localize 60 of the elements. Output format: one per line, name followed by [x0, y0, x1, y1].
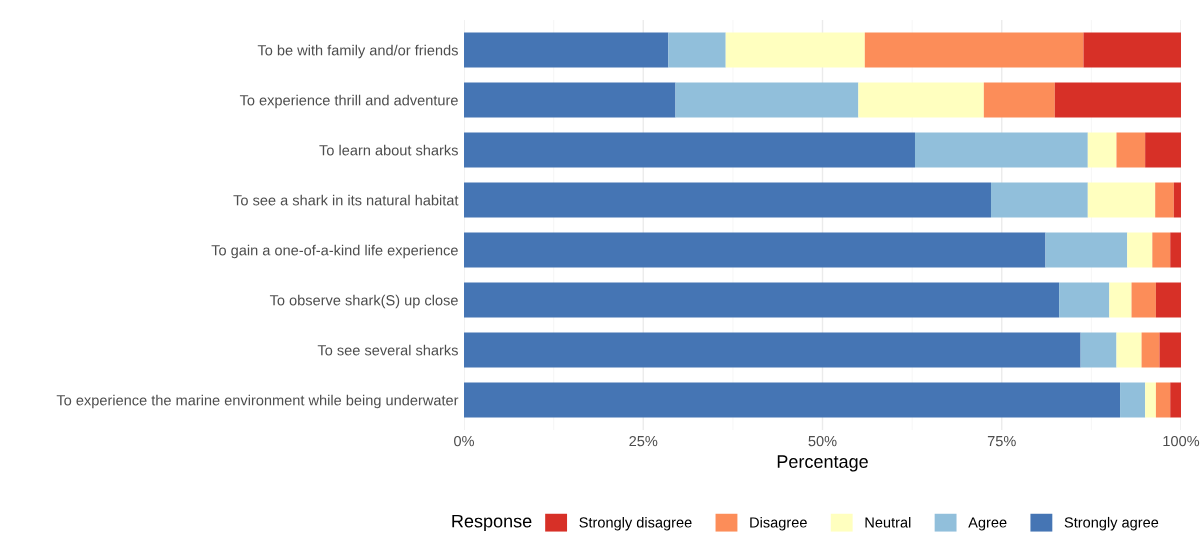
- y-tick-label: To see several sharks: [317, 344, 458, 356]
- x-tick-label: 100%: [1163, 435, 1200, 447]
- bar: [858, 82, 984, 118]
- y-tick-label: To experience the marine environment while being underwater: [56, 394, 459, 409]
- legend-label: Agree: [968, 517, 1007, 531]
- y-tick-label: To observe shark(S) up close: [269, 294, 458, 309]
- legend-label: Disagree: [750, 516, 807, 531]
- bar: [983, 82, 1055, 118]
- bar: [464, 32, 669, 68]
- bar: [1145, 132, 1181, 168]
- bar: [1145, 382, 1156, 418]
- y-tick-label: To gain a one-of-a-kind life experience: [211, 244, 458, 259]
- legend-label: Neutral: [865, 516, 911, 528]
- x-tick-label: 50%: [808, 435, 837, 447]
- bar: [1045, 232, 1128, 268]
- y-tick-label: To be with family and/or friends: [257, 44, 458, 59]
- x-tick-label: 25%: [629, 435, 658, 447]
- bar: [914, 132, 1088, 168]
- bar: [1155, 382, 1171, 418]
- bar: [1152, 232, 1171, 268]
- bar: [464, 182, 991, 218]
- legend-label: Strongly agree: [1064, 516, 1159, 531]
- bar: [464, 282, 1060, 318]
- bar: [864, 32, 1084, 68]
- bar: [1083, 32, 1181, 68]
- bar: [668, 32, 726, 68]
- x-axis-title: Percentage: [777, 455, 868, 472]
- x-tick-label: 0%: [454, 435, 475, 447]
- legend-label: Strongly disagree: [579, 516, 692, 531]
- y-tick-label: To see a shark in its natural habitat: [233, 194, 459, 206]
- bar: [464, 132, 915, 168]
- bar: [675, 82, 859, 118]
- bar: [1109, 282, 1132, 318]
- bar: [1173, 182, 1181, 218]
- legend-title: Response: [452, 514, 532, 532]
- bar: [1131, 282, 1156, 318]
- bar: [1087, 182, 1156, 218]
- bar: [464, 382, 1121, 418]
- bar: [464, 332, 1081, 368]
- bar: [1127, 232, 1153, 268]
- bar: [1116, 132, 1146, 168]
- bar: [1054, 82, 1181, 118]
- y-tick-label: To learn about sharks: [319, 144, 458, 156]
- bar: [1159, 332, 1181, 368]
- bar: [1120, 382, 1146, 418]
- bar: [990, 182, 1088, 218]
- x-tick-label: 75%: [987, 436, 1016, 447]
- bar: [1155, 182, 1174, 218]
- bar: [1116, 332, 1142, 368]
- bar: [1080, 332, 1117, 368]
- bar: [1170, 232, 1181, 268]
- bar: [725, 32, 865, 68]
- y-tick-label: To experience thrill and adventure: [239, 94, 458, 109]
- bar: [1141, 332, 1160, 368]
- bar: [1155, 282, 1181, 318]
- bar: [464, 232, 1046, 268]
- bar: [1059, 282, 1110, 318]
- bar: [1170, 382, 1181, 418]
- bar: [1087, 132, 1117, 168]
- bar: [464, 82, 676, 118]
